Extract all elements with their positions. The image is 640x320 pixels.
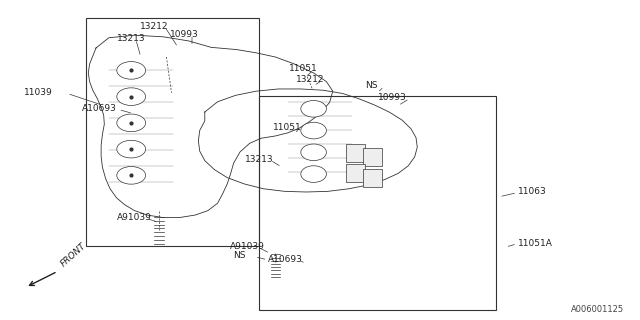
Text: 13213: 13213 xyxy=(244,155,273,164)
Polygon shape xyxy=(346,164,365,182)
Text: A10693: A10693 xyxy=(268,255,302,264)
Text: A006001125: A006001125 xyxy=(571,305,624,314)
Text: A10693: A10693 xyxy=(82,104,116,113)
Ellipse shape xyxy=(301,166,326,182)
Ellipse shape xyxy=(116,114,146,132)
Bar xyxy=(86,18,259,246)
Text: 13212: 13212 xyxy=(296,76,325,84)
Ellipse shape xyxy=(301,100,326,117)
Text: 11051A: 11051A xyxy=(518,239,553,248)
Ellipse shape xyxy=(301,122,326,139)
Bar xyxy=(259,96,496,310)
Text: 13213: 13213 xyxy=(117,34,146,43)
Ellipse shape xyxy=(116,61,146,79)
Ellipse shape xyxy=(116,88,146,106)
Text: 11063: 11063 xyxy=(518,188,547,196)
Text: NS: NS xyxy=(365,81,378,90)
Text: 10993: 10993 xyxy=(378,93,406,102)
Polygon shape xyxy=(363,169,382,187)
Text: FRONT: FRONT xyxy=(59,242,88,269)
Ellipse shape xyxy=(301,144,326,161)
Text: 11051: 11051 xyxy=(289,64,318,73)
Polygon shape xyxy=(346,144,365,162)
Text: A91039: A91039 xyxy=(116,213,151,222)
Text: 13212: 13212 xyxy=(140,22,168,31)
Text: A91039: A91039 xyxy=(230,242,265,251)
Polygon shape xyxy=(363,148,382,166)
Text: 10993: 10993 xyxy=(170,30,199,39)
Text: NS: NS xyxy=(234,252,246,260)
Text: 11039: 11039 xyxy=(24,88,53,97)
Text: 11051: 11051 xyxy=(273,124,302,132)
Ellipse shape xyxy=(116,166,146,184)
Ellipse shape xyxy=(116,140,146,158)
